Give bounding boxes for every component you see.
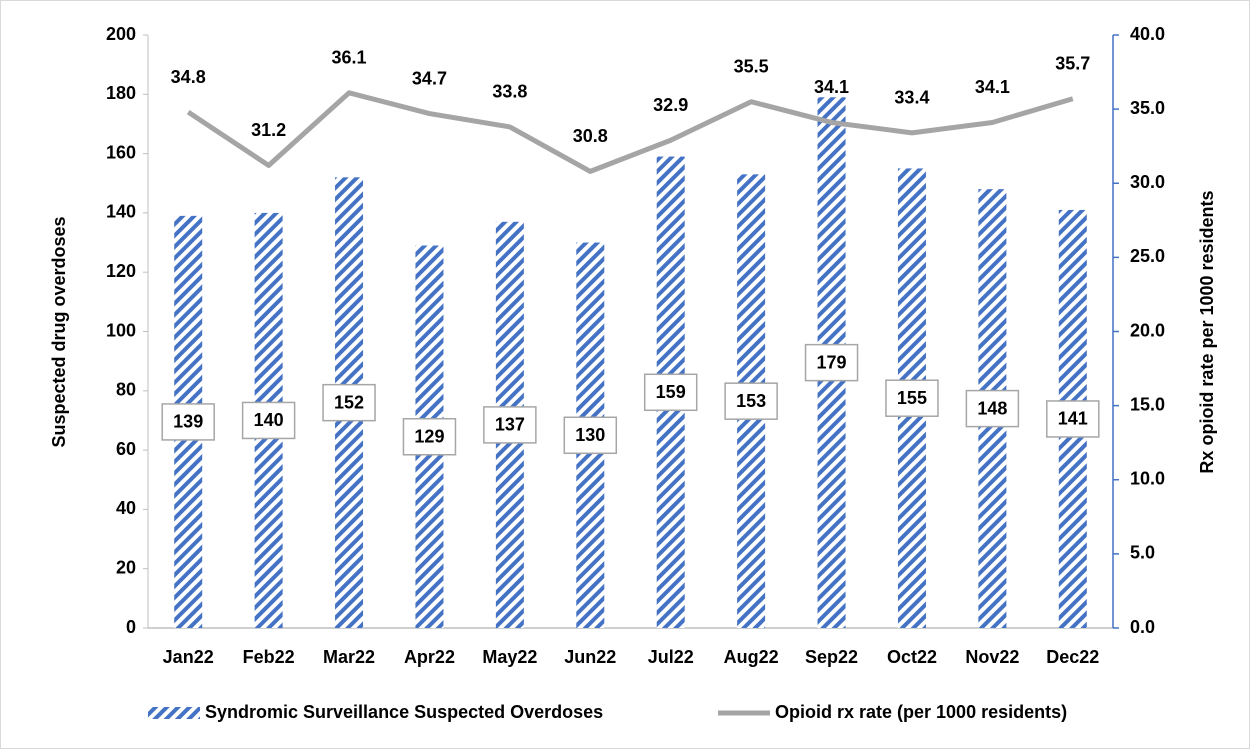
y-tick-label: 100	[106, 320, 136, 340]
value-label: 148	[977, 398, 1007, 418]
legend-label: Opioid rx rate (per 1000 residents)	[775, 702, 1067, 722]
value-label: 36.1	[332, 48, 367, 68]
value-label: 155	[897, 388, 927, 408]
x-tick-label: Jan22	[163, 647, 214, 667]
value-label: 129	[414, 427, 444, 447]
y-tick-label: 140	[106, 202, 136, 222]
value-label: 34.1	[814, 77, 849, 97]
y2-tick-label: 10.0	[1130, 469, 1165, 489]
value-label: 130	[575, 425, 605, 445]
value-label-box	[643, 373, 698, 412]
value-label: 33.4	[894, 88, 929, 108]
x-tick-label: Jul22	[648, 647, 694, 667]
value-label: 31.2	[251, 120, 286, 140]
x-tick-label: Aug22	[724, 647, 779, 667]
value-label: 34.8	[171, 67, 206, 87]
y2-tick-label: 5.0	[1130, 543, 1155, 563]
value-label: 35.5	[734, 56, 769, 76]
y-axis-label: Suspected drug overdoses	[49, 216, 69, 447]
y-tick-label: 40	[116, 498, 136, 518]
value-label-box	[241, 401, 296, 440]
value-label: 137	[495, 415, 525, 435]
y2-tick-label: 20.0	[1130, 320, 1165, 340]
y2-tick-label: 35.0	[1130, 98, 1165, 118]
line	[186, 90, 1074, 174]
y-tick-label: 20	[116, 557, 136, 577]
y2-tick-label: 25.0	[1130, 246, 1165, 266]
value-label-box	[322, 383, 376, 422]
value-label-box	[161, 403, 215, 441]
value-label-box	[563, 416, 618, 455]
legend-label: Syndromic Surveillance Suspected Overdos…	[205, 702, 603, 722]
y-tick-label: 160	[106, 142, 136, 162]
x-tick-label: Dec22	[1046, 647, 1099, 667]
value-label: 139	[173, 412, 203, 432]
value-label: 34.7	[412, 68, 447, 88]
y-tick-label: 60	[116, 439, 136, 459]
value-label: 152	[334, 392, 364, 412]
x-tick-label: May22	[482, 647, 537, 667]
value-label: 141	[1058, 409, 1088, 429]
x-tick-label: Sep22	[805, 647, 858, 667]
value-label-box	[1046, 400, 1100, 438]
y2-tick-label: 30.0	[1130, 172, 1165, 192]
x-tick-label: Mar22	[323, 647, 375, 667]
value-label: 32.9	[653, 95, 688, 115]
value-label-box	[885, 379, 939, 417]
legend-swatch	[148, 707, 200, 719]
x-tick-label: Apr22	[404, 647, 455, 667]
y-tick-label: 200	[106, 24, 136, 44]
value-label-box	[804, 343, 859, 382]
value-label: 179	[817, 352, 847, 372]
value-label-box	[402, 418, 457, 456]
x-tick-label: Jun22	[564, 647, 616, 667]
value-label: 35.7	[1055, 53, 1090, 73]
value-label: 153	[736, 391, 766, 411]
y-tick-label: 80	[116, 380, 136, 400]
y2-axis-label: Rx opioid rate per 1000 residents	[1197, 190, 1217, 473]
y2-tick-label: 40.0	[1130, 24, 1165, 44]
value-label: 34.1	[975, 77, 1010, 97]
value-label-box	[965, 389, 1020, 428]
y-tick-label: 0	[126, 617, 136, 637]
y-tick-label: 120	[106, 261, 136, 281]
value-label-box	[724, 382, 778, 420]
value-label-box	[483, 406, 537, 444]
y-tick-label: 180	[106, 83, 136, 103]
value-label: 159	[656, 382, 686, 402]
x-tick-label: Feb22	[243, 647, 295, 667]
value-label: 140	[254, 410, 284, 430]
x-tick-label: Nov22	[965, 647, 1019, 667]
x-tick-label: Oct22	[887, 647, 937, 667]
value-label: 33.8	[492, 82, 527, 102]
y2-tick-label: 0.0	[1130, 617, 1155, 637]
value-label: 30.8	[573, 126, 608, 146]
y2-tick-label: 15.0	[1130, 394, 1165, 414]
